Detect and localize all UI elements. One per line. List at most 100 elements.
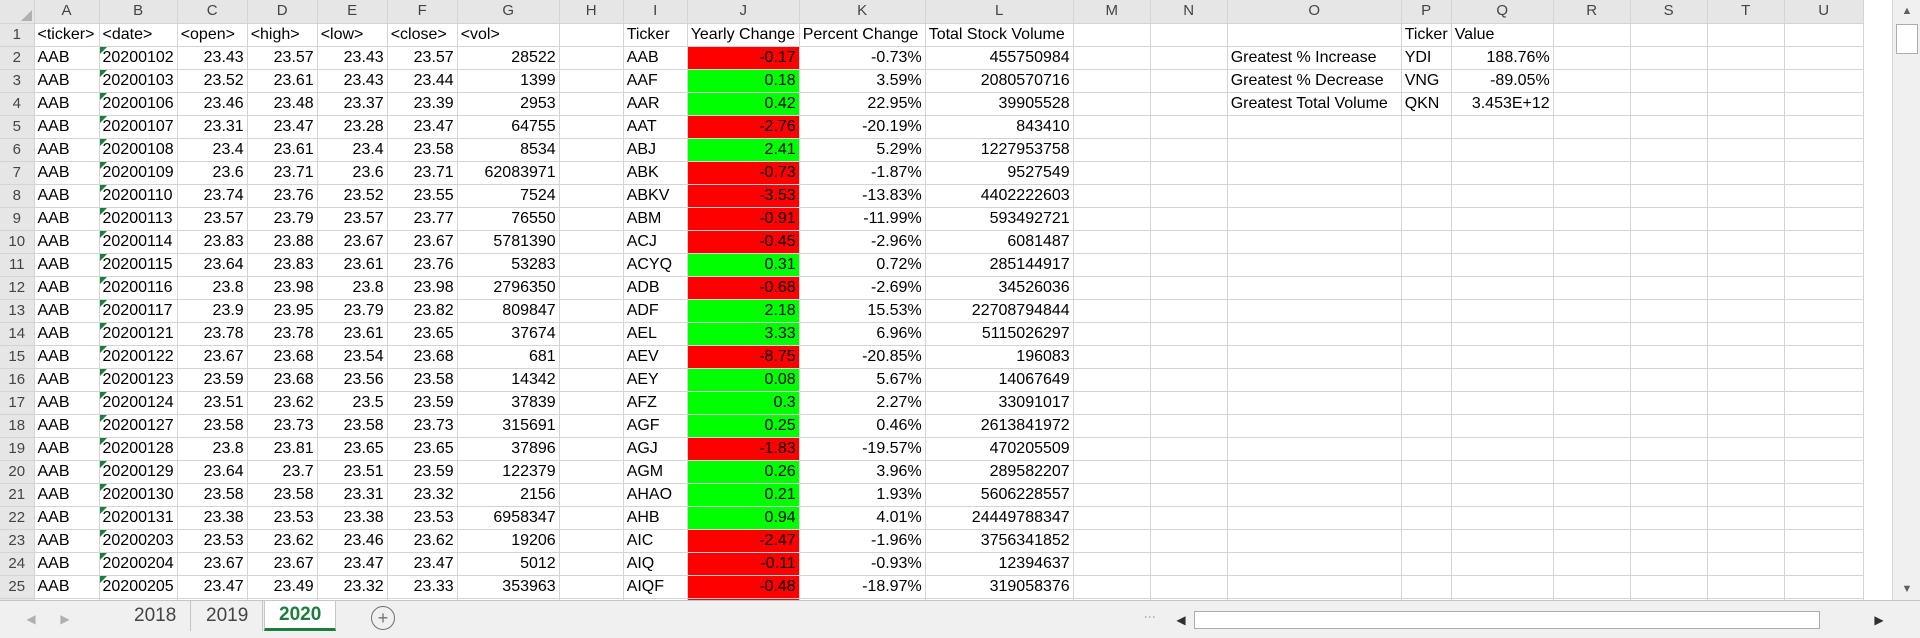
cell-l26[interactable] bbox=[925, 598, 1074, 600]
cell-h2[interactable] bbox=[559, 46, 624, 70]
cell-p5[interactable] bbox=[1401, 115, 1452, 139]
cell-h16[interactable] bbox=[559, 368, 624, 392]
cell-e8[interactable]: 23.52 bbox=[317, 184, 388, 208]
triangle-left-icon[interactable]: ◀ bbox=[1176, 613, 1186, 627]
cell-j9[interactable]: -0.91 bbox=[687, 207, 800, 231]
cell-q18[interactable] bbox=[1451, 414, 1554, 438]
cell-a13[interactable]: AAB bbox=[34, 299, 100, 323]
cell-n3[interactable] bbox=[1150, 69, 1228, 93]
cell-c13[interactable]: 23.9 bbox=[177, 299, 248, 323]
cell-u11[interactable] bbox=[1784, 253, 1864, 277]
cell-g12[interactable]: 2796350 bbox=[457, 276, 560, 300]
cell-r7[interactable] bbox=[1553, 161, 1631, 185]
cell-r18[interactable] bbox=[1553, 414, 1631, 438]
cell-g16[interactable]: 14342 bbox=[457, 368, 560, 392]
cell-o23[interactable] bbox=[1227, 529, 1402, 553]
cell-r13[interactable] bbox=[1553, 299, 1631, 323]
cell-i23[interactable]: AIC bbox=[623, 529, 688, 553]
cell-k11[interactable]: 0.72% bbox=[799, 253, 926, 277]
cell-j24[interactable]: -0.11 bbox=[687, 552, 800, 576]
cell-k25[interactable]: -18.97% bbox=[799, 575, 926, 599]
cell-a22[interactable]: AAB bbox=[34, 506, 100, 530]
cell-g21[interactable]: 2156 bbox=[457, 483, 560, 507]
cell-t20[interactable] bbox=[1707, 460, 1785, 484]
cell-r20[interactable] bbox=[1553, 460, 1631, 484]
cell-s3[interactable] bbox=[1630, 69, 1708, 93]
cell-h4[interactable] bbox=[559, 92, 624, 116]
cell-n10[interactable] bbox=[1150, 230, 1228, 254]
cell-a17[interactable]: AAB bbox=[34, 391, 100, 415]
cell-g3[interactable]: 1399 bbox=[457, 69, 560, 93]
cell-q25[interactable] bbox=[1451, 575, 1554, 599]
row-header[interactable]: 4 bbox=[0, 92, 35, 116]
cell-j14[interactable]: 3.33 bbox=[687, 322, 800, 346]
cell-a12[interactable]: AAB bbox=[34, 276, 100, 300]
cell-q12[interactable] bbox=[1451, 276, 1554, 300]
cell-a1[interactable]: <ticker> bbox=[34, 23, 100, 47]
cell-m5[interactable] bbox=[1073, 115, 1151, 139]
tab-scroll-left-icon[interactable]: ◀ bbox=[26, 612, 36, 626]
cell-e21[interactable]: 23.31 bbox=[317, 483, 388, 507]
cell-g24[interactable]: 5012 bbox=[457, 552, 560, 576]
cell-c7[interactable]: 23.6 bbox=[177, 161, 248, 185]
cell-p15[interactable] bbox=[1401, 345, 1452, 369]
cell-j19[interactable]: -1.83 bbox=[687, 437, 800, 461]
cell-b12[interactable]: 20200116 bbox=[99, 276, 178, 300]
cell-c6[interactable]: 23.4 bbox=[177, 138, 248, 162]
cell-n8[interactable] bbox=[1150, 184, 1228, 208]
cell-e16[interactable]: 23.56 bbox=[317, 368, 388, 392]
row-header[interactable] bbox=[0, 598, 35, 600]
cell-q22[interactable] bbox=[1451, 506, 1554, 530]
cell-q11[interactable] bbox=[1451, 253, 1554, 277]
row-header[interactable]: 7 bbox=[0, 161, 35, 185]
cell-d15[interactable]: 23.68 bbox=[247, 345, 318, 369]
cell-k2[interactable]: -0.73% bbox=[799, 46, 926, 70]
cell-h7[interactable] bbox=[559, 161, 624, 185]
cell-n20[interactable] bbox=[1150, 460, 1228, 484]
tab-scroll-right-icon[interactable]: ▶ bbox=[60, 612, 70, 626]
horizontal-scrollbar[interactable]: ◀ ▶ bbox=[1170, 609, 1890, 631]
cell-n26[interactable] bbox=[1150, 598, 1228, 600]
cell-f13[interactable]: 23.82 bbox=[387, 299, 458, 323]
row-header[interactable]: 9 bbox=[0, 207, 35, 231]
cell-a15[interactable]: AAB bbox=[34, 345, 100, 369]
cell-c23[interactable]: 23.53 bbox=[177, 529, 248, 553]
cell-f10[interactable]: 23.67 bbox=[387, 230, 458, 254]
cell-p10[interactable] bbox=[1401, 230, 1452, 254]
cell-l21[interactable]: 5606228557 bbox=[925, 483, 1074, 507]
cell-q5[interactable] bbox=[1451, 115, 1554, 139]
cell-e9[interactable]: 23.57 bbox=[317, 207, 388, 231]
cell-f18[interactable]: 23.73 bbox=[387, 414, 458, 438]
cell-d24[interactable]: 23.67 bbox=[247, 552, 318, 576]
row-header[interactable]: 21 bbox=[0, 483, 35, 507]
cell-m19[interactable] bbox=[1073, 437, 1151, 461]
cell-t3[interactable] bbox=[1707, 69, 1785, 93]
triangle-down-icon[interactable]: ▼ bbox=[1901, 583, 1913, 595]
cell-m15[interactable] bbox=[1073, 345, 1151, 369]
cell-h1[interactable] bbox=[559, 23, 624, 47]
cell-p1[interactable]: Ticker bbox=[1401, 23, 1452, 47]
cell-s9[interactable] bbox=[1630, 207, 1708, 231]
cell-a9[interactable]: AAB bbox=[34, 207, 100, 231]
cell-b7[interactable]: 20200109 bbox=[99, 161, 178, 185]
row-header[interactable]: 25 bbox=[0, 575, 35, 599]
cell-f24[interactable]: 23.47 bbox=[387, 552, 458, 576]
cell-a2[interactable]: AAB bbox=[34, 46, 100, 70]
cell-n6[interactable] bbox=[1150, 138, 1228, 162]
cell-e11[interactable]: 23.61 bbox=[317, 253, 388, 277]
cell-b1[interactable]: <date> bbox=[99, 23, 178, 47]
cell-p26[interactable] bbox=[1401, 598, 1452, 600]
cell-j16[interactable]: 0.08 bbox=[687, 368, 800, 392]
cell-g2[interactable]: 28522 bbox=[457, 46, 560, 70]
cell-u1[interactable] bbox=[1784, 23, 1864, 47]
cell-e23[interactable]: 23.46 bbox=[317, 529, 388, 553]
cell-l15[interactable]: 196083 bbox=[925, 345, 1074, 369]
cell-u26[interactable] bbox=[1784, 598, 1864, 600]
cell-d10[interactable]: 23.88 bbox=[247, 230, 318, 254]
cell-c10[interactable]: 23.83 bbox=[177, 230, 248, 254]
cell-p18[interactable] bbox=[1401, 414, 1452, 438]
cell-e10[interactable]: 23.67 bbox=[317, 230, 388, 254]
cell-k16[interactable]: 5.67% bbox=[799, 368, 926, 392]
cell-c9[interactable]: 23.57 bbox=[177, 207, 248, 231]
cell-d17[interactable]: 23.62 bbox=[247, 391, 318, 415]
